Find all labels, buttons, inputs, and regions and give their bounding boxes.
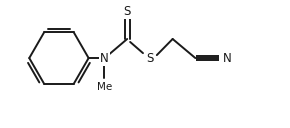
Text: S: S — [146, 52, 154, 65]
Text: Me: Me — [97, 82, 112, 92]
Text: N: N — [223, 52, 231, 65]
Text: S: S — [124, 5, 131, 18]
Text: N: N — [100, 52, 109, 65]
